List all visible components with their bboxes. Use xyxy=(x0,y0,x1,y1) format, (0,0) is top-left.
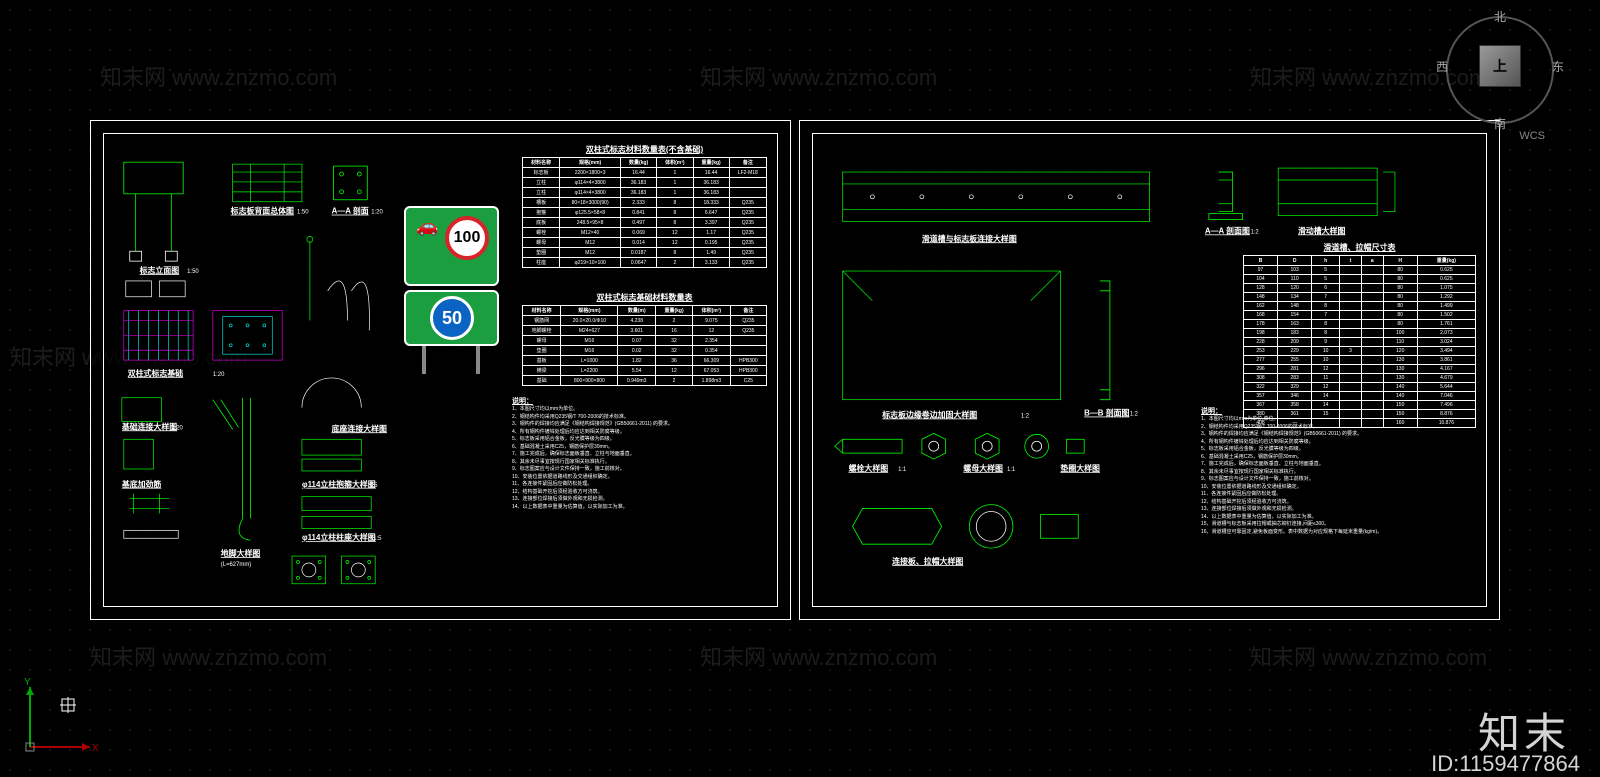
svg-text:1:50: 1:50 xyxy=(187,269,199,275)
min-speed-50: 50 xyxy=(430,296,474,340)
svg-text:1:1: 1:1 xyxy=(898,467,906,473)
svg-text:1:5: 1:5 xyxy=(373,536,382,542)
compass-w[interactable]: 西 xyxy=(1436,58,1448,75)
compass-e[interactable]: 东 xyxy=(1552,58,1564,75)
svg-text:双柱式标志基础: 双柱式标志基础 xyxy=(128,368,183,378)
svg-text:滑道槽与标志板连接大样图: 滑道槽与标志板连接大样图 xyxy=(922,233,1017,243)
svg-text:标志板背面总体图: 标志板背面总体图 xyxy=(230,206,294,216)
svg-text:基础连接大样图: 基础连接大样图 xyxy=(121,421,177,431)
svg-text:连接板、拉帽大样图: 连接板、拉帽大样图 xyxy=(892,556,963,566)
svg-text:1:50: 1:50 xyxy=(297,210,309,216)
svg-text:(L=627mm): (L=627mm) xyxy=(221,562,251,568)
svg-text:1:20: 1:20 xyxy=(213,372,225,378)
wcs-label: WCS xyxy=(1519,130,1545,142)
watermark-id: ID:1159477864 xyxy=(1431,751,1580,777)
svg-text:1:5: 1:5 xyxy=(369,483,378,489)
svg-text:B—B 剖面图: B—B 剖面图 xyxy=(1084,408,1129,418)
compass-s[interactable]: 南 xyxy=(1494,115,1506,132)
view-cube[interactable]: 上 北 南 西 东 xyxy=(1440,10,1560,130)
materials-table-2: 双柱式标志基础材料数量表 材料名称规格(mm)数量(m)重量(kg)体积(m³)… xyxy=(522,292,767,386)
svg-text:φ114立柱柱座大样图: φ114立柱柱座大样图 xyxy=(302,532,376,542)
sheet-2[interactable]: 滑道槽与标志板连接大样图 A—A 剖面图 1:2 滑动槽大样图 xyxy=(799,120,1500,620)
svg-text:1:20: 1:20 xyxy=(371,210,383,216)
svg-text:φ114立柱抱箍大样图: φ114立柱抱箍大样图 xyxy=(302,479,376,489)
svg-text:垫圈大样图: 垫圈大样图 xyxy=(1060,463,1100,473)
sign-post xyxy=(476,346,480,374)
svg-text:X: X xyxy=(92,743,99,754)
compass-n[interactable]: 北 xyxy=(1494,8,1506,25)
view-cube-top-face[interactable]: 上 xyxy=(1480,46,1520,86)
svg-text:螺栓大样图: 螺栓大样图 xyxy=(849,463,889,473)
svg-text:1:2: 1:2 xyxy=(1021,414,1029,420)
svg-text:A—A 剖面图: A—A 剖面图 xyxy=(1205,225,1250,235)
svg-text:1:20: 1:20 xyxy=(171,425,183,431)
svg-text:Y: Y xyxy=(24,677,31,688)
sign-board-lower: 50 xyxy=(404,290,499,346)
ucs-icon[interactable]: X Y xyxy=(20,677,100,757)
svg-text:底座连接大样图: 底座连接大样图 xyxy=(332,423,387,433)
sign-board-upper: 🚗 100 xyxy=(404,206,499,286)
title-elevation: 标志立面图 xyxy=(139,265,180,275)
sheet-1[interactable]: 标志立面图 1:50 标志板背面总体图 1:50 A—A 剖面 1:20 xyxy=(90,120,791,620)
notes-block-1: 说明： 1、本图尺寸均以mm为单位。2、钢结构件均采用Q235钢/T 700-2… xyxy=(512,396,769,511)
svg-text:标志板边缘卷边加固大样图: 标志板边缘卷边加固大样图 xyxy=(881,410,977,420)
materials-table-1: 双柱式标志材料数量表(不含基础) 材料名称规格(mm)数量(kg)体积(m³)重… xyxy=(522,144,767,268)
svg-text:1:1: 1:1 xyxy=(1007,467,1015,473)
svg-text:基底加劲筋: 基底加劲筋 xyxy=(121,479,162,489)
svg-text:1:2: 1:2 xyxy=(1250,229,1258,235)
drawing-sheets[interactable]: 标志立面图 1:50 标志板背面总体图 1:50 A—A 剖面 1:20 xyxy=(90,120,1500,620)
svg-text:螺母大样图: 螺母大样图 xyxy=(963,463,1003,473)
speed-limit-100: 100 xyxy=(445,216,489,260)
svg-text:A—A 剖面: A—A 剖面 xyxy=(332,206,369,216)
sign-post xyxy=(422,346,426,374)
dimension-table: 滑道槽、拉帽尺寸表 BDhtaH重量(kg)971035800.62510411… xyxy=(1243,242,1476,428)
svg-text:滑动槽大样图: 滑动槽大样图 xyxy=(1298,225,1346,235)
notes-block-2: 说明： 1、本图尺寸均以mm为单位,单位。2、钢结构件均采用Q235钢/T 70… xyxy=(1201,406,1478,536)
car-icon: 🚗 xyxy=(416,216,438,237)
svg-text:地脚大样图: 地脚大样图 xyxy=(221,548,261,558)
svg-text:1:2: 1:2 xyxy=(1130,412,1138,418)
